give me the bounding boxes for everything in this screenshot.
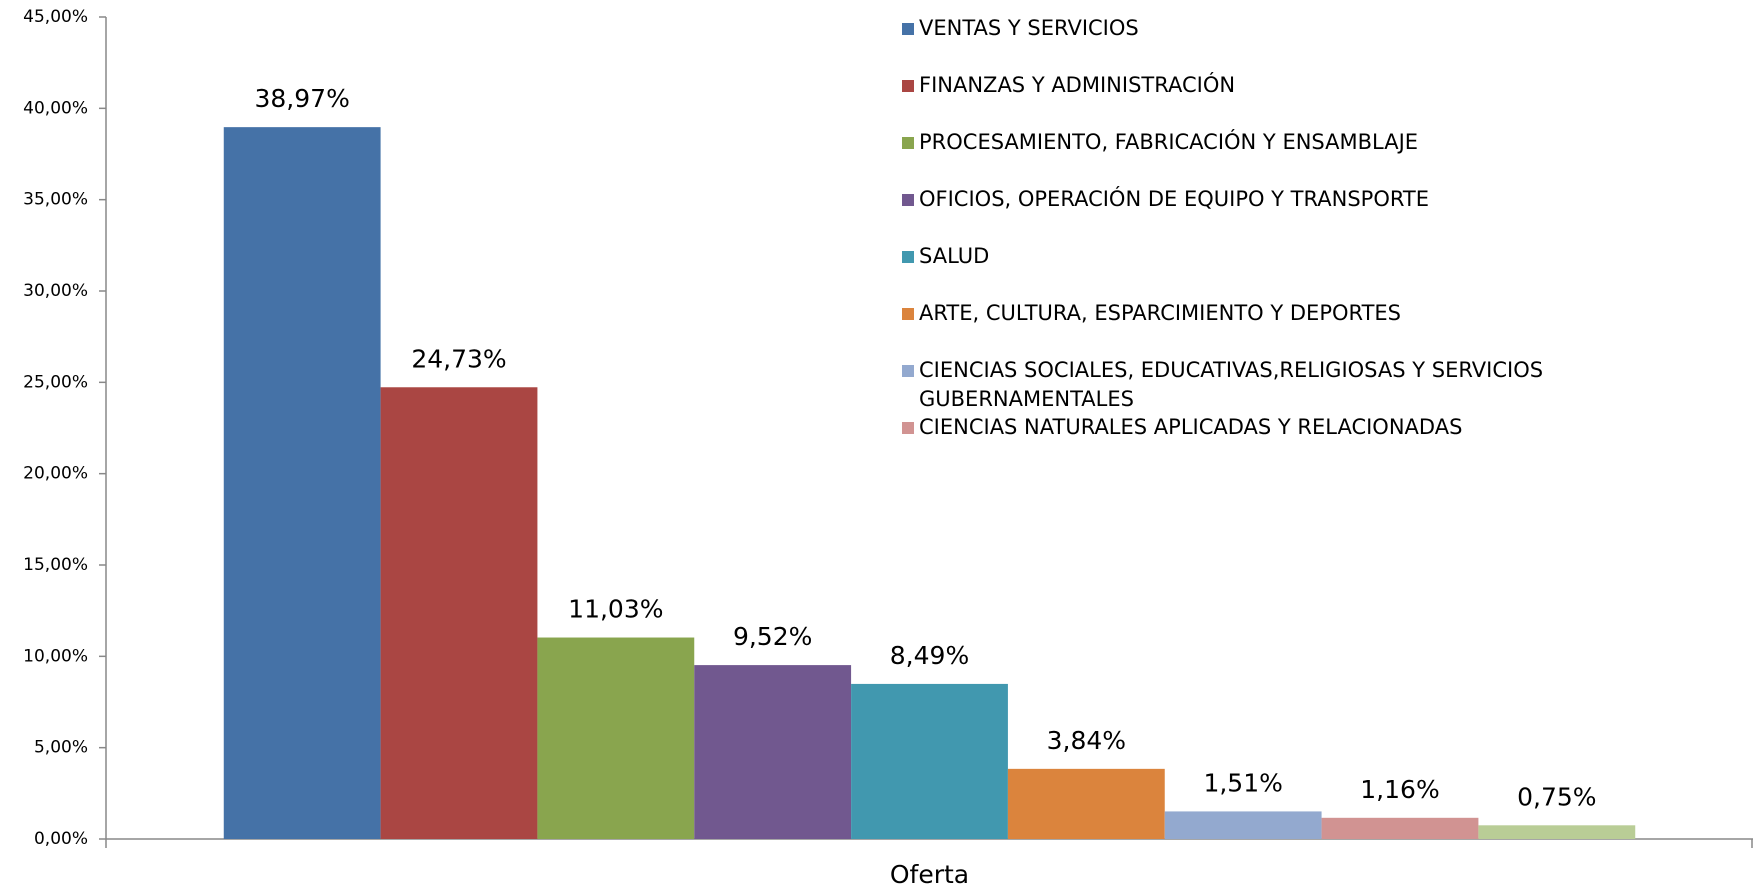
legend-label: VENTAS Y SERVICIOS (919, 16, 1139, 40)
y-tick-label: 45,00% (23, 7, 88, 27)
y-tick-label: 40,00% (23, 98, 88, 118)
bar (537, 637, 695, 839)
legend-swatch (902, 80, 914, 92)
data-label: 3,84% (1047, 726, 1126, 755)
bar (851, 683, 1008, 839)
legend-item: OFICIOS, OPERACIÓN DE EQUIPO Y TRANSPORT… (902, 185, 1692, 214)
legend-swatch (902, 137, 914, 149)
legend-label: OFICIOS, OPERACIÓN DE EQUIPO Y TRANSPORT… (919, 187, 1430, 211)
data-label: 24,73% (411, 344, 506, 373)
data-label: 9,52% (733, 622, 812, 651)
legend-swatch (902, 194, 914, 206)
x-tick-label: Oferta (890, 860, 969, 887)
legend-label: CIENCIAS NATURALES APLICADAS Y RELACIONA… (919, 415, 1463, 439)
data-label: 8,49% (890, 641, 969, 670)
bar (380, 387, 538, 839)
legend-swatch (902, 422, 914, 434)
legend-swatch (902, 23, 914, 35)
bar (1478, 825, 1636, 839)
legend-label: FINANZAS Y ADMINISTRACIÓN (919, 73, 1236, 97)
y-tick-label: 10,00% (23, 646, 88, 666)
legend-item: ARTE, CULTURA, ESPARCIMIENTO Y DEPORTES (902, 299, 1692, 328)
legend-item: VENTAS Y SERVICIOS (902, 14, 1692, 43)
y-tick-label: 15,00% (23, 555, 88, 575)
bar (1164, 811, 1322, 839)
legend-swatch (902, 251, 914, 263)
legend-item: CIENCIAS NATURALES APLICADAS Y RELACIONA… (902, 413, 1692, 442)
legend-label: CIENCIAS SOCIALES, EDUCATIVAS,RELIGIOSAS… (919, 358, 1544, 411)
legend-label: PROCESAMIENTO, FABRICACIÓN Y ENSAMBLAJE (919, 130, 1419, 154)
data-label: 1,51% (1203, 768, 1282, 797)
legend-item: FINANZAS Y ADMINISTRACIÓN (902, 71, 1692, 100)
legend-swatch (902, 308, 914, 320)
data-label: 0,75% (1517, 782, 1596, 811)
bar (1321, 817, 1479, 839)
legend-label: ARTE, CULTURA, ESPARCIMIENTO Y DEPORTES (919, 301, 1402, 325)
y-tick-label: 25,00% (23, 372, 88, 392)
legend-swatch (902, 365, 914, 377)
legend-label: SALUD (919, 244, 990, 268)
y-tick-label: 0,00% (34, 829, 88, 849)
data-label: 38,97% (255, 84, 350, 113)
bar (694, 665, 852, 839)
data-label: 1,16% (1360, 775, 1439, 804)
legend-item: SALUD (902, 242, 1692, 271)
y-tick-label: 35,00% (23, 190, 88, 210)
y-tick-label: 5,00% (34, 738, 88, 758)
bar (223, 127, 381, 839)
bar (1007, 768, 1165, 839)
legend-item: PROCESAMIENTO, FABRICACIÓN Y ENSAMBLAJE (902, 128, 1692, 157)
legend-item: CIENCIAS SOCIALES, EDUCATIVAS,RELIGIOSAS… (902, 356, 1692, 414)
data-label: 11,03% (568, 595, 663, 624)
y-tick-label: 30,00% (23, 281, 88, 301)
y-tick-label: 20,00% (23, 464, 88, 484)
